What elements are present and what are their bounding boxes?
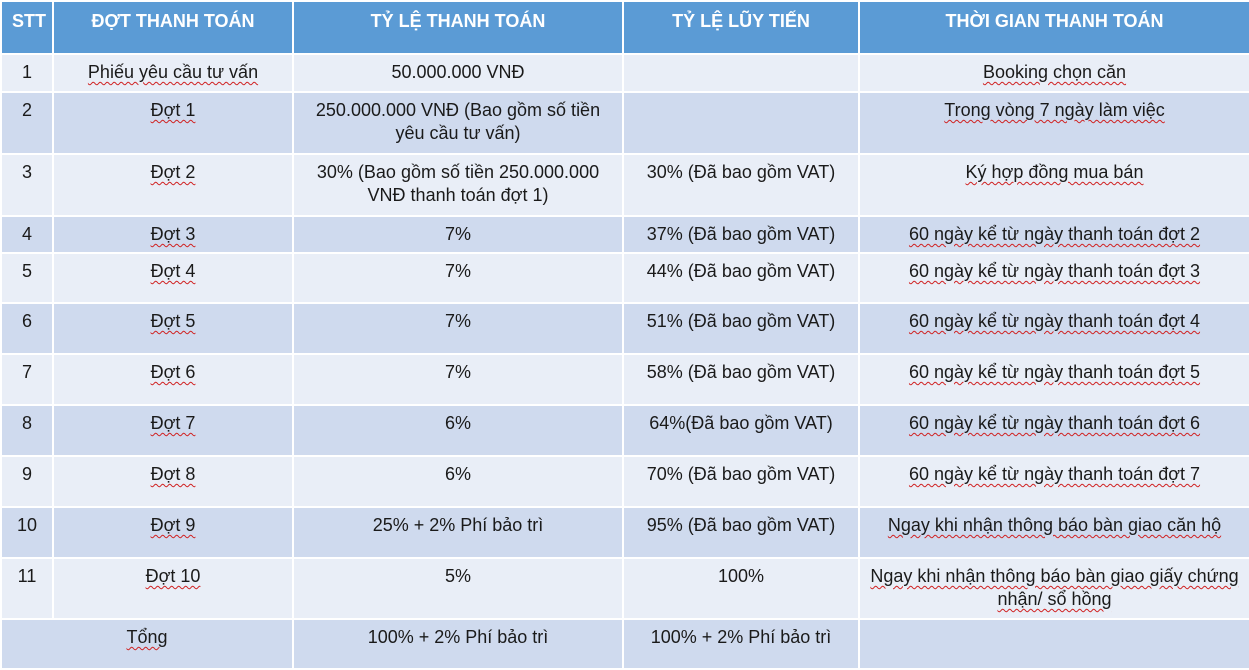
total-label: Tổng (0, 618, 294, 670)
cell-payment-phase: Đợt 8 (52, 455, 294, 508)
header-row: STT ĐỢT THANH TOÁN TỶ LỆ THANH TOÁN TỶ L… (0, 0, 1249, 55)
cell-payment-ratio: 7% (292, 252, 624, 304)
cell-cumulative-ratio: 100% (622, 557, 860, 620)
cell-payment-time: 60 ngày kể từ ngày thanh toán đợt 3 (858, 252, 1249, 304)
cell-payment-ratio: 250.000.000 VNĐ (Bao gồm số tiền yêu cầu… (292, 91, 624, 155)
cell-payment-time: 60 ngày kể từ ngày thanh toán đợt 5 (858, 353, 1249, 406)
total-row: Tổng 100% + 2% Phí bảo trì 100% + 2% Phí… (0, 618, 1249, 670)
cell-payment-time: 60 ngày kể từ ngày thanh toán đợt 7 (858, 455, 1249, 508)
cell-payment-phase: Phiếu yêu cầu tư vấn (52, 53, 294, 93)
cell-stt: 3 (0, 153, 54, 217)
cell-cumulative-ratio (622, 53, 860, 93)
cell-stt: 11 (0, 557, 54, 620)
table-row: 1 Phiếu yêu cầu tư vấn 50.000.000 VNĐ Bo… (0, 53, 1249, 93)
cell-payment-ratio: 30% (Bao gồm số tiền 250.000.000 VNĐ tha… (292, 153, 624, 217)
cell-cumulative-ratio: 58% (Đã bao gồm VAT) (622, 353, 860, 406)
cell-stt: 5 (0, 252, 54, 304)
cell-payment-ratio: 7% (292, 302, 624, 355)
table-row: 5 Đợt 4 7% 44% (Đã bao gồm VAT) 60 ngày … (0, 252, 1249, 304)
cell-cumulative-ratio (622, 91, 860, 155)
header-payment-ratio: TỶ LỆ THANH TOÁN (292, 0, 624, 55)
cell-payment-time: Ký hợp đồng mua bán (858, 153, 1249, 217)
table-row: 4 Đợt 3 7% 37% (Đã bao gồm VAT) 60 ngày … (0, 215, 1249, 254)
cell-cumulative-ratio: 51% (Đã bao gồm VAT) (622, 302, 860, 355)
cell-stt: 7 (0, 353, 54, 406)
cell-stt: 6 (0, 302, 54, 355)
cell-payment-phase: Đợt 6 (52, 353, 294, 406)
cell-payment-ratio: 5% (292, 557, 624, 620)
cell-cumulative-ratio: 30% (Đã bao gồm VAT) (622, 153, 860, 217)
table-row: 10 Đợt 9 25% + 2% Phí bảo trì 95% (Đã ba… (0, 506, 1249, 559)
cell-cumulative-ratio: 70% (Đã bao gồm VAT) (622, 455, 860, 508)
cell-payment-time: 60 ngày kể từ ngày thanh toán đợt 2 (858, 215, 1249, 254)
cell-payment-phase: Đợt 3 (52, 215, 294, 254)
cell-payment-time: 60 ngày kể từ ngày thanh toán đợt 4 (858, 302, 1249, 355)
cell-payment-ratio: 50.000.000 VNĐ (292, 53, 624, 93)
cell-cumulative-ratio: 95% (Đã bao gồm VAT) (622, 506, 860, 559)
cell-payment-time: 60 ngày kể từ ngày thanh toán đợt 6 (858, 404, 1249, 457)
cell-payment-time: Ngay khi nhận thông báo bàn giao giấy ch… (858, 557, 1249, 620)
cell-payment-time: Trong vòng 7 ngày làm việc (858, 91, 1249, 155)
cell-payment-phase: Đợt 1 (52, 91, 294, 155)
cell-payment-ratio: 7% (292, 215, 624, 254)
cell-cumulative-ratio: 64%(Đã bao gồm VAT) (622, 404, 860, 457)
cell-payment-phase: Đợt 4 (52, 252, 294, 304)
table-row: 7 Đợt 6 7% 58% (Đã bao gồm VAT) 60 ngày … (0, 353, 1249, 406)
table-row: 6 Đợt 5 7% 51% (Đã bao gồm VAT) 60 ngày … (0, 302, 1249, 355)
cell-payment-ratio: 25% + 2% Phí bảo trì (292, 506, 624, 559)
cell-payment-phase: Đợt 5 (52, 302, 294, 355)
cell-cumulative-ratio: 37% (Đã bao gồm VAT) (622, 215, 860, 254)
cell-cumulative-ratio: 44% (Đã bao gồm VAT) (622, 252, 860, 304)
cell-payment-time: Ngay khi nhận thông báo bàn giao căn hộ (858, 506, 1249, 559)
cell-stt: 8 (0, 404, 54, 457)
cell-payment-phase: Đợt 2 (52, 153, 294, 217)
cell-stt: 1 (0, 53, 54, 93)
cell-stt: 2 (0, 91, 54, 155)
cell-payment-ratio: 6% (292, 404, 624, 457)
header-stt: STT (0, 0, 54, 55)
cell-payment-phase: Đợt 10 (52, 557, 294, 620)
cell-payment-ratio: 7% (292, 353, 624, 406)
table-row: 3 Đợt 2 30% (Bao gồm số tiền 250.000.000… (0, 153, 1249, 217)
header-cumulative-ratio: TỶ LỆ LŨY TIẾN (622, 0, 860, 55)
total-cumulative-ratio: 100% + 2% Phí bảo trì (622, 618, 860, 670)
cell-payment-phase: Đợt 7 (52, 404, 294, 457)
cell-stt: 10 (0, 506, 54, 559)
cell-payment-time: Booking chọn căn (858, 53, 1249, 93)
header-payment-time: THỜI GIAN THANH TOÁN (858, 0, 1249, 55)
table-row: 11 Đợt 10 5% 100% Ngay khi nhận thông bá… (0, 557, 1249, 620)
table-row: 2 Đợt 1 250.000.000 VNĐ (Bao gồm số tiền… (0, 91, 1249, 155)
cell-stt: 4 (0, 215, 54, 254)
cell-payment-phase: Đợt 9 (52, 506, 294, 559)
table-row: 8 Đợt 7 6% 64%(Đã bao gồm VAT) 60 ngày k… (0, 404, 1249, 457)
table-row: 9 Đợt 8 6% 70% (Đã bao gồm VAT) 60 ngày … (0, 455, 1249, 508)
cell-payment-ratio: 6% (292, 455, 624, 508)
total-payment-time (858, 618, 1249, 670)
total-payment-ratio: 100% + 2% Phí bảo trì (292, 618, 624, 670)
header-payment-phase: ĐỢT THANH TOÁN (52, 0, 294, 55)
cell-stt: 9 (0, 455, 54, 508)
